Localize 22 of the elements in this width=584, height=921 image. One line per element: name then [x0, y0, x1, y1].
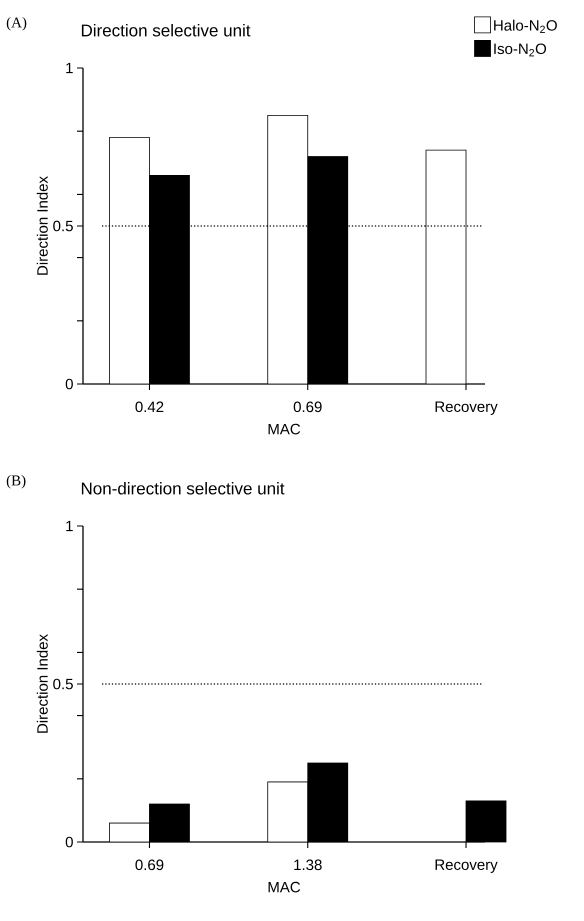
y-tick-label: 1	[66, 62, 73, 74]
y-tick-label: 0	[66, 836, 73, 848]
y-axis-title: Direction Index	[36, 634, 48, 733]
legend-label: Halo-N$_{2}$O	[494, 20, 557, 33]
text: (B)	[6, 474, 26, 489]
x-axis-title: MAC	[268, 882, 300, 892]
x-axis-title: MAC	[268, 424, 300, 434]
y-tick-label: 0.5	[53, 220, 73, 232]
x-tick-label: 0.69	[294, 402, 322, 412]
legend-label: Iso-N$_{2}$O	[494, 43, 546, 56]
text: (A)	[6, 16, 26, 31]
x-tick-label: Recovery	[436, 860, 498, 873]
chart-title: Direction selective unit	[82, 24, 250, 36]
y-tick-label: 0	[66, 378, 73, 390]
x-tick-label: Recovery	[436, 402, 498, 415]
y-axis-title: Direction Index	[36, 176, 48, 275]
chart-title: Non-direction selective unit	[82, 482, 284, 495]
x-tick-label: 1.38	[294, 860, 322, 870]
x-tick-label: 0.42	[135, 402, 164, 412]
x-tick-label: 0.69	[135, 860, 164, 870]
y-tick-label: 0.5	[53, 678, 73, 690]
y-tick-label: 1	[66, 520, 73, 532]
